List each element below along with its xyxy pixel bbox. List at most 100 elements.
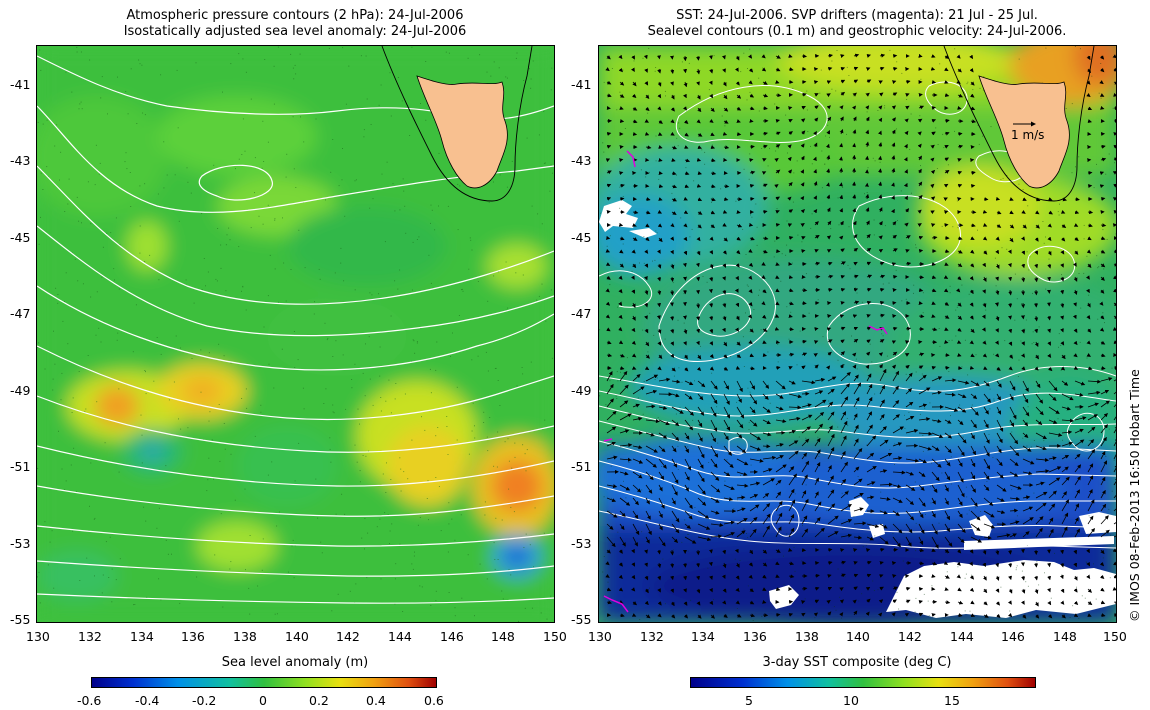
speckle-dot — [241, 154, 243, 155]
speckle-dot — [38, 571, 40, 573]
speckle-dot — [141, 462, 143, 464]
speckle-dot — [933, 420, 935, 422]
speckle-dot — [60, 151, 62, 153]
speckle-dot — [729, 534, 731, 536]
velocity-arrow — [827, 287, 833, 292]
velocity-arrow — [748, 314, 753, 319]
speckle-dot — [386, 161, 388, 163]
velocity-arrow — [1048, 197, 1053, 201]
velocity-arrow — [930, 196, 936, 201]
velocity-arrow — [787, 169, 793, 174]
velocity-arrow — [1073, 289, 1078, 296]
speckle-dot — [245, 388, 247, 390]
speckle-dot — [101, 592, 103, 594]
speckle-dot — [95, 334, 97, 336]
speckle-dot — [424, 429, 426, 431]
velocity-arrow — [826, 327, 832, 332]
speckle-dot — [1102, 312, 1104, 314]
velocity-arrow — [892, 314, 897, 319]
speckle-dot — [793, 172, 795, 174]
speckle-dot — [842, 187, 844, 188]
speckle-dot — [378, 293, 379, 295]
speckle-dot — [836, 50, 838, 51]
speckle-dot — [37, 467, 39, 469]
speckle-dot — [1015, 567, 1017, 569]
speckle-dot — [516, 385, 518, 387]
velocity-arrow — [878, 248, 884, 253]
velocity-arrow — [982, 340, 987, 345]
velocity-arrow — [749, 106, 755, 111]
velocity-arrow — [879, 313, 885, 318]
velocity-arrow — [683, 250, 688, 256]
velocity-arrow — [657, 106, 662, 111]
speckle-dot — [42, 189, 44, 190]
velocity-arrow — [944, 93, 950, 98]
speckle-dot — [922, 312, 924, 314]
velocity-arrow — [775, 67, 781, 72]
speckle-dot — [1011, 431, 1013, 433]
speckle-dot — [524, 453, 526, 455]
velocity-arrow — [736, 236, 741, 241]
speckle-dot — [816, 120, 818, 122]
speckle-dot — [788, 338, 790, 340]
velocity-arrow — [709, 341, 713, 346]
velocity-arrow — [645, 223, 650, 228]
speckle-dot — [637, 397, 639, 399]
speckle-dot — [129, 172, 131, 173]
speckle-dot — [649, 587, 650, 589]
speckle-dot — [1031, 343, 1033, 345]
velocity-arrow — [762, 158, 767, 162]
speckle-dot — [64, 211, 66, 212]
velocity-arrow — [892, 274, 898, 279]
velocity-arrow — [749, 328, 754, 333]
speckle-dot — [1096, 255, 1098, 257]
speckle-dot — [391, 523, 393, 525]
velocity-arrow — [1100, 144, 1106, 149]
velocity-arrow — [762, 314, 767, 319]
velocity-arrow — [917, 143, 922, 148]
speckle-dot — [522, 373, 524, 375]
speckle-dot — [146, 596, 148, 598]
speckle-dot — [364, 548, 365, 550]
velocity-arrow — [891, 182, 895, 187]
speckle-dot — [544, 162, 546, 164]
speckle-dot — [389, 543, 390, 544]
velocity-arrow — [840, 301, 845, 305]
velocity-arrow — [709, 328, 714, 334]
speckle-dot — [844, 576, 846, 578]
speckle-dot — [866, 444, 868, 446]
speckle-dot — [952, 226, 954, 228]
velocity-arrow — [657, 328, 662, 334]
speckle-dot — [531, 205, 533, 207]
velocity-arrow — [775, 119, 780, 123]
speckle-dot — [267, 141, 269, 143]
speckle-dot — [523, 80, 525, 81]
speckle-dot — [372, 404, 374, 406]
speckle-dot — [250, 98, 252, 100]
speckle-dot — [624, 546, 626, 548]
velocity-arrow — [918, 235, 924, 240]
velocity-arrow — [696, 276, 701, 282]
speckle-dot — [756, 244, 758, 246]
speckle-dot — [1108, 428, 1110, 430]
speckle-dot — [794, 570, 796, 572]
velocity-arrow — [970, 81, 975, 86]
speckle-dot — [338, 185, 340, 187]
speckle-dot — [271, 461, 273, 463]
speckle-dot — [40, 216, 41, 218]
speckle-dot — [619, 207, 621, 209]
velocity-arrow — [1100, 68, 1105, 73]
speckle-dot — [664, 338, 666, 340]
right-cbar-tick: 15 — [944, 693, 960, 708]
velocity-arrow — [761, 171, 767, 175]
velocity-arrow — [813, 142, 818, 148]
velocity-arrow — [931, 106, 936, 110]
speckle-dot — [833, 606, 835, 608]
speckle-dot — [502, 598, 504, 600]
speckle-dot — [452, 332, 453, 334]
speckle-dot — [977, 229, 978, 231]
speckle-dot — [529, 544, 531, 546]
speckle-dot — [538, 295, 540, 297]
speckle-dot — [881, 333, 883, 335]
speckle-dot — [746, 99, 748, 101]
